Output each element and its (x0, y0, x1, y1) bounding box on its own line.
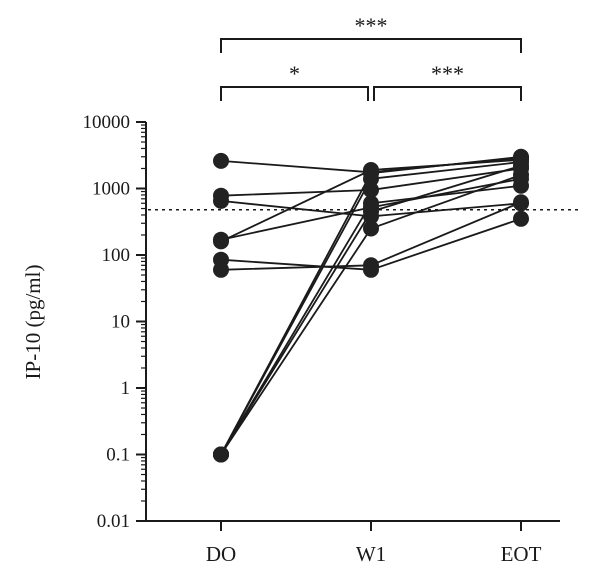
data-point-w1 (363, 257, 379, 274)
y-tick-label: 10 (111, 312, 130, 333)
data-point-do (213, 152, 229, 169)
data-point-eot (513, 166, 529, 183)
data-point-do (213, 233, 229, 250)
y-axis-title: IP-10 (pg/ml) (21, 265, 45, 380)
y-tick-label: 1000 (92, 179, 130, 200)
significance-bracket (220, 38, 522, 53)
data-points (213, 148, 529, 463)
significance-brackets: **** *** (220, 13, 522, 101)
y-tick-label: 0.1 (106, 445, 130, 466)
data-point-do (213, 192, 229, 209)
significance-bracket (373, 86, 522, 101)
data-point-w1 (363, 170, 379, 187)
axes: 10000 1000 100 10 1 0.1 0.01 DO W1 EOT (83, 112, 560, 566)
x-category-label: W1 (356, 542, 386, 566)
data-point-w1 (363, 182, 379, 198)
x-category-label: EOT (501, 542, 542, 566)
y-tick-label: 10000 (83, 112, 131, 133)
data-point-do (213, 446, 229, 463)
data-point-eot (513, 210, 529, 227)
data-point-w1 (363, 203, 379, 220)
significance-label: *** (431, 61, 464, 86)
y-tick-label: 100 (102, 245, 131, 266)
significance-label: *** (355, 13, 388, 38)
data-point-eot (513, 194, 529, 211)
significance-bracket (220, 86, 369, 101)
x-category-label: DO (206, 542, 236, 566)
data-point-do (213, 261, 229, 278)
y-tick-label: 0.01 (97, 511, 130, 532)
y-tick-label: 1 (121, 378, 131, 399)
significance-label: * (289, 61, 300, 86)
data-point-w1 (363, 220, 379, 237)
